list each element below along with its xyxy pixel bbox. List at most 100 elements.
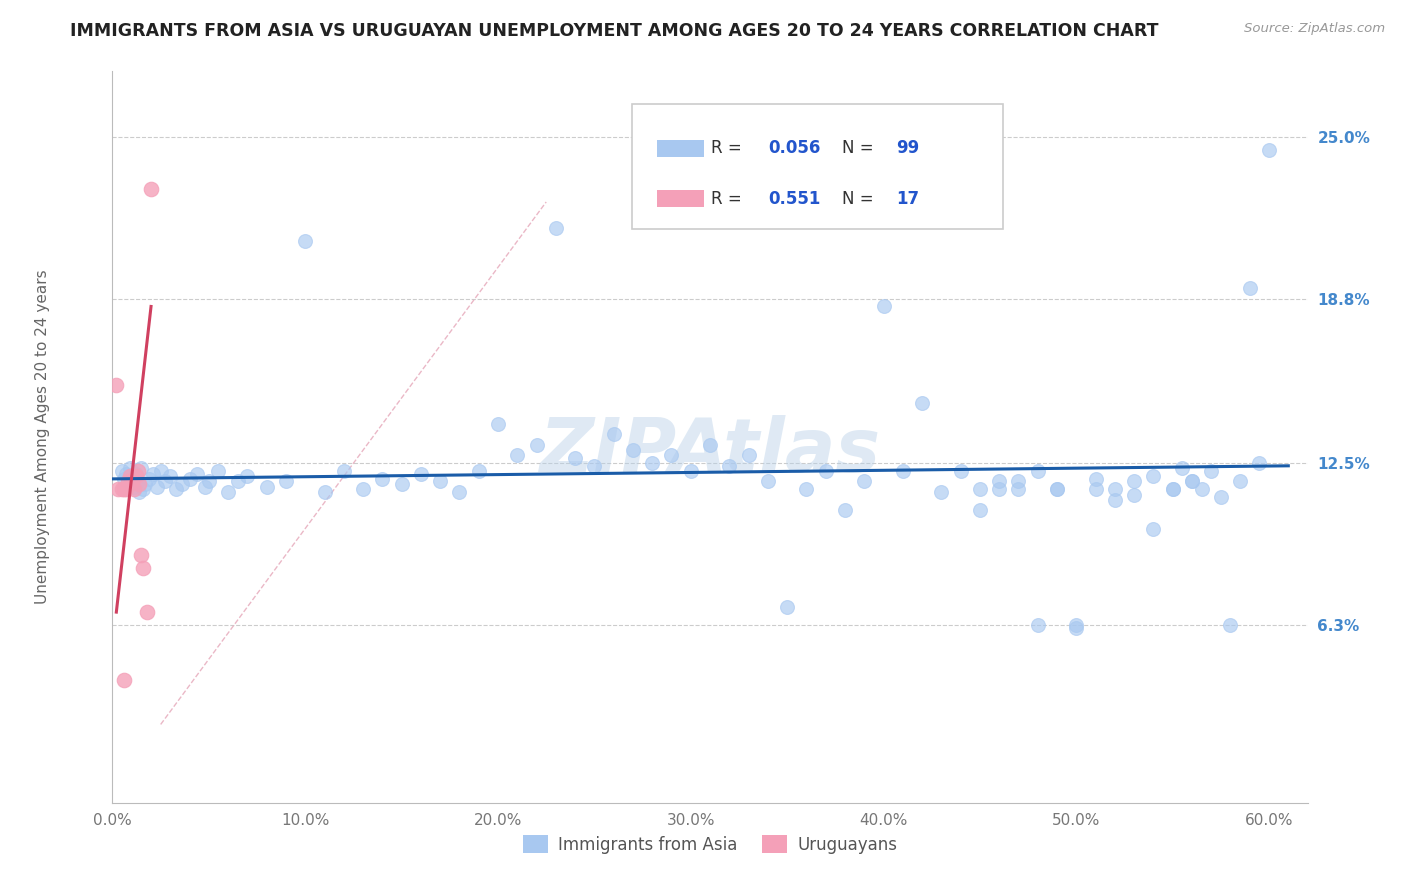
Point <box>1191 483 1213 497</box>
Point <box>138 472 160 486</box>
Point <box>165 483 187 497</box>
Point <box>1064 621 1087 635</box>
Point <box>159 469 181 483</box>
Point <box>111 464 134 478</box>
Point <box>236 469 259 483</box>
Point <box>127 475 149 489</box>
Point <box>132 483 155 497</box>
Point <box>486 417 509 431</box>
Point <box>756 475 779 489</box>
Point <box>134 477 156 491</box>
Point <box>127 464 149 478</box>
Point <box>988 483 1011 497</box>
Point <box>107 483 129 497</box>
Point <box>1239 281 1261 295</box>
Point <box>149 464 172 478</box>
Point <box>1199 464 1222 478</box>
Point <box>1007 483 1029 497</box>
Point <box>124 467 146 481</box>
Bar <box>658 190 704 208</box>
Point <box>583 458 606 473</box>
Point <box>409 467 432 481</box>
Point <box>131 548 153 562</box>
Point <box>122 483 145 497</box>
Legend: Immigrants from Asia, Uruguayans: Immigrants from Asia, Uruguayans <box>516 829 904 860</box>
Point <box>506 449 529 463</box>
Point <box>969 483 991 497</box>
Point <box>1046 483 1069 497</box>
Point <box>969 503 991 517</box>
Point <box>124 469 146 483</box>
Point <box>179 472 201 486</box>
Bar <box>658 140 704 157</box>
Point <box>1026 618 1049 632</box>
Point <box>352 483 374 497</box>
Point <box>111 483 134 497</box>
Point <box>333 464 356 478</box>
Point <box>256 480 278 494</box>
Point <box>1229 475 1251 489</box>
Point <box>679 464 702 478</box>
Point <box>131 461 153 475</box>
Point <box>1026 464 1049 478</box>
Point <box>1219 618 1241 632</box>
Point <box>891 464 914 478</box>
Point <box>115 467 138 481</box>
Point <box>1142 469 1164 483</box>
Point <box>112 673 135 687</box>
Point <box>118 461 141 475</box>
Point <box>699 438 721 452</box>
Point <box>198 475 221 489</box>
Text: 99: 99 <box>896 139 920 158</box>
Point <box>949 464 972 478</box>
Point <box>544 221 567 235</box>
Point <box>467 464 489 478</box>
Point <box>105 377 128 392</box>
Point <box>1007 475 1029 489</box>
Point <box>117 475 139 489</box>
Point <box>1104 492 1126 507</box>
Point <box>186 467 208 481</box>
Text: R =: R = <box>711 190 747 208</box>
Point <box>1064 618 1087 632</box>
Point <box>314 485 336 500</box>
Point <box>132 560 155 574</box>
Point <box>139 182 162 196</box>
Point <box>621 443 644 458</box>
Point <box>718 458 741 473</box>
Point <box>1084 472 1107 486</box>
Point <box>1104 483 1126 497</box>
Point <box>146 480 169 494</box>
Point <box>988 475 1011 489</box>
Point <box>153 475 176 489</box>
Point <box>118 469 141 483</box>
Text: N =: N = <box>842 190 879 208</box>
Point <box>449 485 471 500</box>
Point <box>128 485 150 500</box>
Y-axis label: Unemployment Among Ages 20 to 24 years: Unemployment Among Ages 20 to 24 years <box>35 269 51 605</box>
Point <box>115 483 138 497</box>
Point <box>226 475 249 489</box>
Point <box>112 483 135 497</box>
Point <box>1171 461 1194 475</box>
Point <box>391 477 413 491</box>
Point <box>1209 490 1232 504</box>
Point <box>602 427 624 442</box>
Point <box>117 475 139 489</box>
Point <box>142 467 165 481</box>
Text: 17: 17 <box>896 190 920 208</box>
Point <box>1161 483 1184 497</box>
Point <box>931 485 953 500</box>
Point <box>641 456 664 470</box>
Point <box>834 503 856 517</box>
Point <box>776 599 799 614</box>
Point <box>1084 483 1107 497</box>
Point <box>274 475 297 489</box>
Text: N =: N = <box>842 139 879 158</box>
Point <box>136 605 159 619</box>
Point <box>121 475 143 489</box>
Text: 0.551: 0.551 <box>768 190 821 208</box>
Point <box>429 475 451 489</box>
Point <box>1181 475 1204 489</box>
Point <box>796 483 818 497</box>
